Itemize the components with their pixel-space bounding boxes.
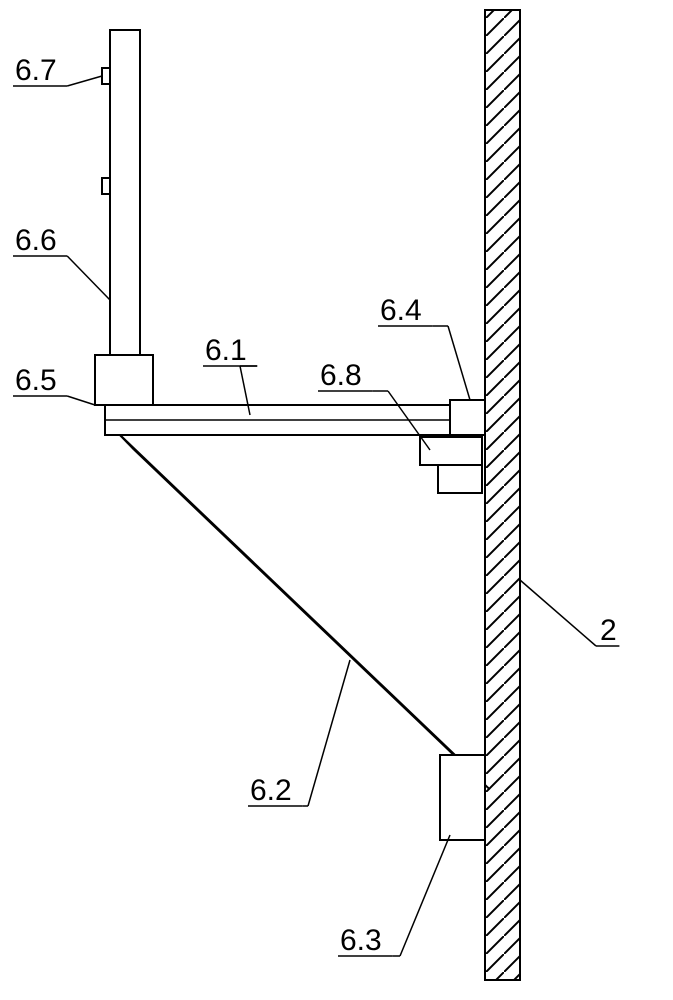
- label-l67: 6.7: [15, 54, 57, 87]
- top-tick: [102, 68, 110, 84]
- label-l68: 6.8: [320, 359, 362, 392]
- label-l65: 6.5: [15, 364, 57, 397]
- label-l63: 6.3: [340, 924, 382, 957]
- label-l2: 2: [600, 614, 617, 647]
- engineering-diagram: 6.7 6.6 6.5 6.1 6.4 6.8 6.2 6.3 2: [0, 0, 673, 1000]
- label-l64: 6.4: [380, 294, 422, 327]
- left-sleeve: [95, 355, 153, 405]
- bottom-connector: [440, 755, 485, 840]
- label-l66: 6.6: [15, 224, 57, 257]
- label-l62: 6.2: [250, 774, 292, 807]
- label-l61: 6.1: [205, 334, 247, 367]
- wall: [485, 10, 520, 980]
- bracket-plate: [420, 437, 482, 465]
- mid-tick: [102, 178, 110, 194]
- vertical-post: [110, 30, 140, 355]
